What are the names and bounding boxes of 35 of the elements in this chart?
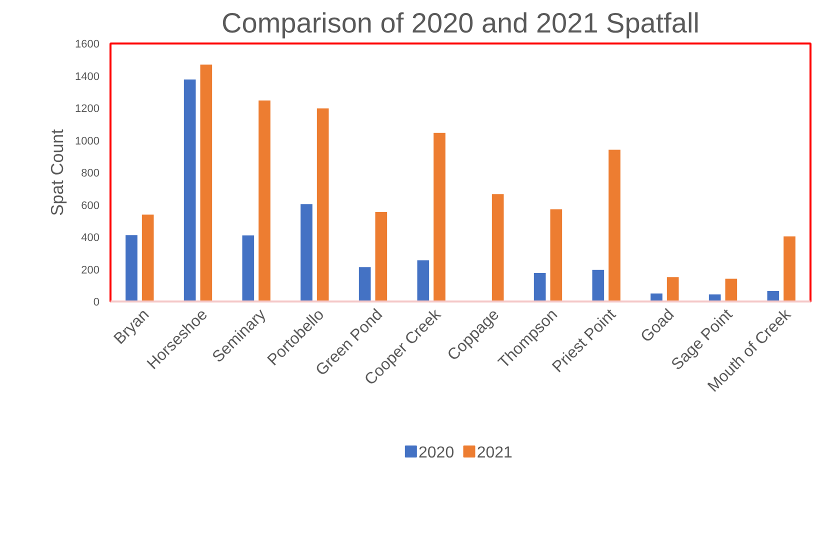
bar — [374, 211, 388, 302]
y-tick-label: 1600 — [75, 38, 100, 50]
bar — [549, 208, 564, 302]
bar — [182, 78, 197, 302]
bar — [666, 276, 680, 302]
bar — [358, 266, 372, 302]
legend-label: 2021 — [476, 444, 513, 462]
y-tick-label: 0 — [93, 296, 100, 308]
bar — [258, 99, 272, 302]
bar — [724, 278, 738, 302]
bar — [432, 132, 446, 302]
bar — [316, 107, 330, 302]
y-tick-label: 400 — [81, 232, 100, 244]
bar — [199, 64, 214, 302]
y-tick-label: 200 — [81, 264, 100, 276]
y-tick-label: 1000 — [75, 135, 100, 148]
bar — [140, 214, 155, 302]
bar — [241, 234, 256, 302]
chart-title: Comparison of 2020 and 2021 Spatfall — [222, 8, 700, 38]
y-tick-label: 1400 — [75, 70, 100, 83]
y-tick-label: 600 — [81, 200, 100, 212]
bar — [300, 203, 314, 302]
bar — [591, 268, 606, 302]
bar — [766, 290, 780, 302]
y-tick-label: 800 — [81, 168, 100, 180]
y-tick-label: 1200 — [75, 103, 100, 115]
bar — [532, 272, 547, 302]
bar — [782, 235, 796, 302]
y-axis-title: Spat Count — [47, 128, 68, 216]
bar — [124, 234, 138, 302]
bar — [650, 292, 664, 302]
bar — [490, 193, 505, 302]
legend-label: 2020 — [418, 444, 454, 462]
bar — [416, 259, 430, 302]
bar — [608, 148, 622, 302]
